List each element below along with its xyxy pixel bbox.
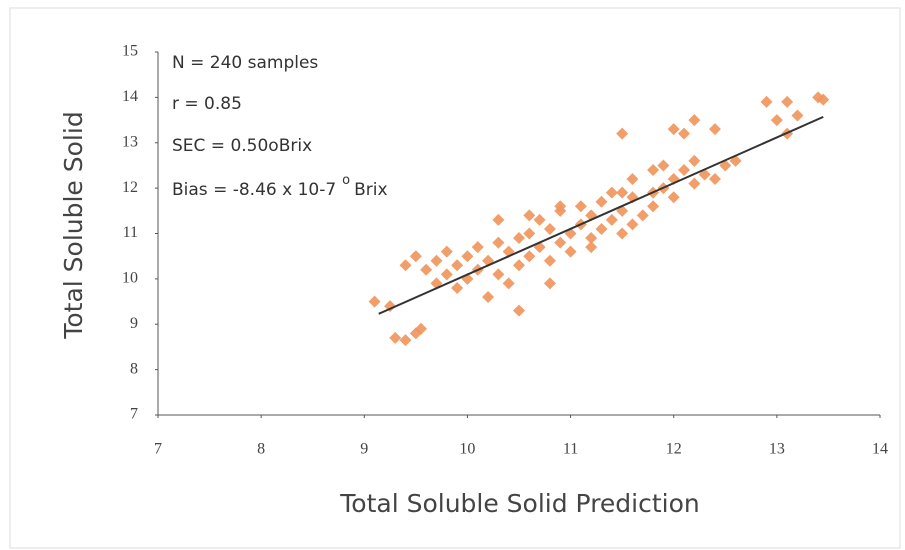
- x-tick-label: 11: [563, 441, 578, 458]
- y-tick-label: 7: [130, 406, 138, 423]
- chart: Total Soluble Solid Prediction Total Sol…: [0, 0, 905, 550]
- x-tick-label: 10: [459, 441, 475, 458]
- x-tick-label: 13: [769, 441, 785, 458]
- y-tick-label: 11: [123, 224, 138, 241]
- y-tick-label: 12: [122, 179, 138, 196]
- x-axis-label: Total Soluble Solid Prediction: [339, 489, 700, 518]
- y-axis-label: Total Soluble Solid: [59, 111, 88, 339]
- x-tick-label: 14: [872, 441, 888, 458]
- unit: Brix: [354, 180, 387, 200]
- x-tick-label: 9: [360, 441, 368, 458]
- annotation-text: Bias = -8.46 x 10-7: [172, 180, 336, 200]
- y-tick-label: 10: [122, 270, 138, 287]
- page: Total Soluble Solid Prediction Total Sol…: [0, 0, 905, 550]
- y-tick-label: 14: [122, 88, 138, 105]
- annotation: SEC = 0.50oBrix: [172, 136, 312, 156]
- frame: [10, 8, 900, 548]
- y-tick-label: 15: [122, 43, 138, 60]
- y-tick-label: 13: [122, 133, 138, 150]
- y-tick-label: 9: [130, 315, 138, 332]
- y-tick-label: 8: [130, 360, 138, 377]
- annotation: N = 240 samples: [172, 53, 318, 73]
- x-tick-label: 8: [257, 441, 265, 458]
- superscript: o: [342, 173, 350, 188]
- annotation: r = 0.85: [172, 94, 242, 114]
- x-tick-label: 12: [666, 441, 682, 458]
- x-tick-label: 7: [154, 441, 162, 458]
